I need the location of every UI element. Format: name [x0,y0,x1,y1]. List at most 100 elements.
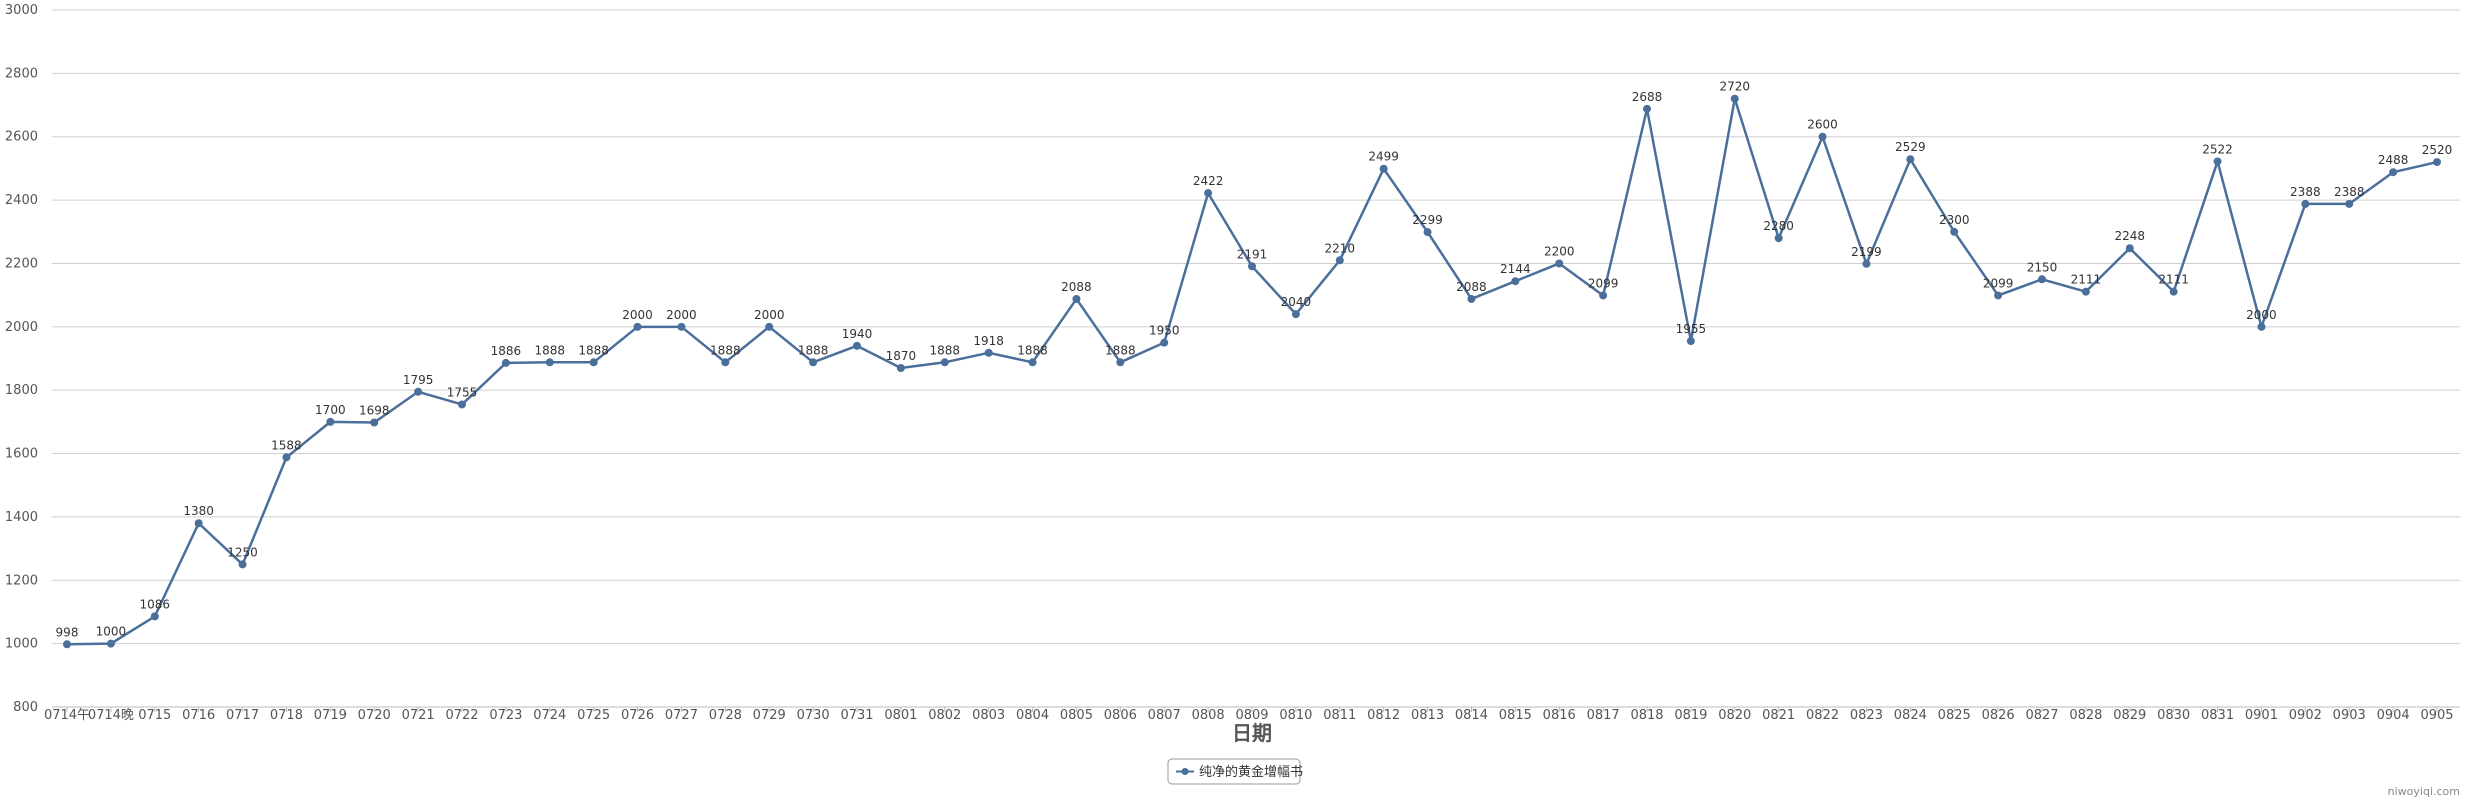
x-tick-label: 0830 [2157,708,2190,723]
data-point [2301,199,2310,208]
data-label: 1950 [1149,324,1180,338]
x-tick-label: 0805 [1060,708,1093,723]
data-label: 1888 [798,343,829,357]
data-label: 2111 [2071,273,2102,287]
x-tick-label: 0717 [226,708,259,723]
data-point [2081,287,2090,296]
x-tick-label: 0729 [753,708,786,723]
y-tick-label: 2800 [5,66,38,81]
data-label: 1888 [1017,343,1048,357]
y-tick-label: 1200 [5,573,38,588]
x-tick-label: 0721 [402,708,435,723]
x-tick-label: 0814 [1455,708,1488,723]
data-point [1467,294,1476,303]
x-tick-label: 0824 [1894,708,1927,723]
x-tick-label: 0812 [1367,708,1400,723]
y-tick-label: 800 [13,700,38,715]
data-label: 2248 [2115,229,2146,243]
data-label: 2280 [1763,219,1794,233]
y-tick-label: 2200 [5,256,38,271]
x-tick-label: 0817 [1587,708,1620,723]
x-tick-label: 0822 [1806,708,1839,723]
x-tick-label: 0727 [665,708,698,723]
data-point [1906,155,1915,164]
x-tick-label: 0828 [2069,708,2102,723]
data-point [896,364,905,373]
x-tick-label: 0827 [2025,708,2058,723]
series-line [63,94,2441,649]
x-tick-label: 0715 [138,708,171,723]
data-label: 2600 [1807,118,1838,132]
x-tick-label: 0825 [1938,708,1971,723]
x-tick-label: 0902 [2289,708,2322,723]
data-label: 1698 [359,403,390,417]
data-label: 998 [56,625,79,639]
y-tick-label: 2000 [5,320,38,335]
data-point [1423,228,1432,237]
data-point [853,341,861,350]
data-label: 2111 [2158,273,2189,287]
data-point [1862,259,1871,268]
data-point [721,358,730,367]
x-tick-label: 0816 [1543,708,1576,723]
data-label: 1918 [973,334,1004,348]
y-tick-label: 1800 [5,383,38,398]
x-tick-label: 0823 [1850,708,1883,723]
x-tick-label: 0826 [1982,708,2015,723]
data-point [194,519,203,528]
data-label: 2000 [666,308,697,322]
data-point [106,639,115,648]
data-point [2213,157,2222,166]
x-tick-label: 0821 [1762,708,1795,723]
x-tick-label: 0714午 [44,708,90,723]
x-tick-label: 0803 [972,708,1005,723]
x-tick-label: 0905 [2420,708,2453,723]
y-tick-label: 2400 [5,193,38,208]
data-point [2257,322,2266,331]
data-point [1994,291,2003,300]
data-point [940,358,949,367]
x-tick-label: 0802 [928,708,961,723]
x-tick-label: 0716 [182,708,215,723]
data-label: 2144 [1500,262,1531,276]
legend[interactable]: 纯净的黄金增幅书 [1167,758,1303,785]
data-label: 2088 [1456,280,1487,294]
x-axis-title: 日期 [1232,721,1272,745]
data-point [1072,294,1081,303]
data-point [501,358,510,367]
x-tick-label: 0726 [621,708,654,723]
data-label: 1888 [930,343,961,357]
credit-text: niwoyiqi.com [2388,785,2460,798]
data-point [2038,275,2046,284]
data-label: 1888 [710,343,741,357]
data-point [1730,94,1739,103]
data-point [1555,259,1564,268]
x-tick-label: 0714晚 [88,708,134,723]
data-point [809,358,818,367]
data-label: 1886 [491,344,522,358]
data-label: 1888 [535,343,566,357]
legend-box [1167,758,1301,785]
data-label: 1888 [1105,343,1136,357]
data-point [1291,310,1300,319]
x-tick-label: 0811 [1323,708,1356,723]
data-point [370,418,379,427]
x-tick-label: 0818 [1630,708,1663,723]
data-label: 2520 [2422,143,2453,157]
series-line-path [66,97,2438,646]
data-point [1116,358,1125,367]
data-label: 2000 [622,308,653,322]
x-tick-label: 0831 [2201,708,2234,723]
grid-lines [52,9,2460,708]
data-label: 1000 [96,625,127,639]
data-label: 2200 [1544,244,1575,258]
data-point [238,560,247,569]
data-point [1335,256,1344,265]
data-label: 1795 [403,373,434,387]
data-point [1204,189,1213,198]
data-point [1599,291,1608,300]
data-label: 1086 [140,597,171,611]
data-point [984,348,993,357]
data-label: 2529 [1895,140,1926,154]
